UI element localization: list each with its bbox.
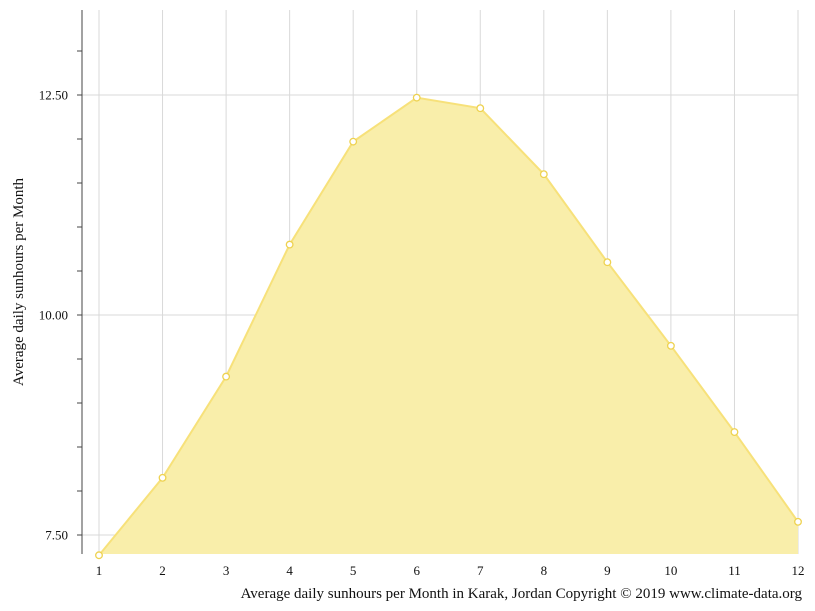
data-point-5 (349, 137, 358, 146)
data-point-8 (539, 170, 548, 179)
x-tick-label-12: 12 (792, 563, 805, 578)
data-point-7 (476, 104, 485, 113)
data-point-11 (730, 428, 739, 436)
data-point-6 (412, 93, 421, 102)
data-point-4 (285, 240, 294, 249)
x-tick-label-3: 3 (223, 563, 230, 578)
x-tick-label-8: 8 (541, 563, 548, 578)
x-tick-label-1: 1 (96, 563, 103, 578)
x-tick-label-10: 10 (664, 563, 677, 578)
data-point-12 (794, 517, 802, 526)
data-point-10 (666, 341, 675, 350)
data-point-1 (95, 551, 103, 560)
x-tick-label-4: 4 (286, 563, 293, 578)
data-point-2 (158, 473, 167, 482)
data-point-9 (603, 258, 612, 267)
data-point-3 (222, 372, 231, 381)
y-axis-title: Average daily sunhours per Month (11, 178, 27, 387)
sunhours-area (99, 97, 798, 556)
x-tick-label-7: 7 (477, 563, 484, 578)
x-axis-tick-labels: 1 2 3 4 5 6 7 8 9 10 11 12 (96, 563, 805, 578)
y-tick-label-10.00: 10.00 (39, 308, 68, 323)
x-tick-label-2: 2 (159, 563, 166, 578)
x-tick-label-6: 6 (413, 563, 420, 578)
data-point-markers (95, 93, 802, 560)
x-tick-label-9: 9 (604, 563, 611, 578)
y-tick-label-7.50: 7.50 (45, 528, 68, 543)
chart-caption: Average daily sunhours per Month in Kara… (241, 586, 803, 602)
y-axis-ticks (77, 50, 82, 536)
x-tick-label-5: 5 (350, 563, 357, 578)
sunhours-line (98, 96, 799, 556)
x-tick-label-11: 11 (728, 563, 741, 578)
y-tick-label-12.50: 12.50 (39, 88, 68, 103)
y-axis-tick-labels: 7.50 10.00 12.50 (39, 88, 68, 543)
